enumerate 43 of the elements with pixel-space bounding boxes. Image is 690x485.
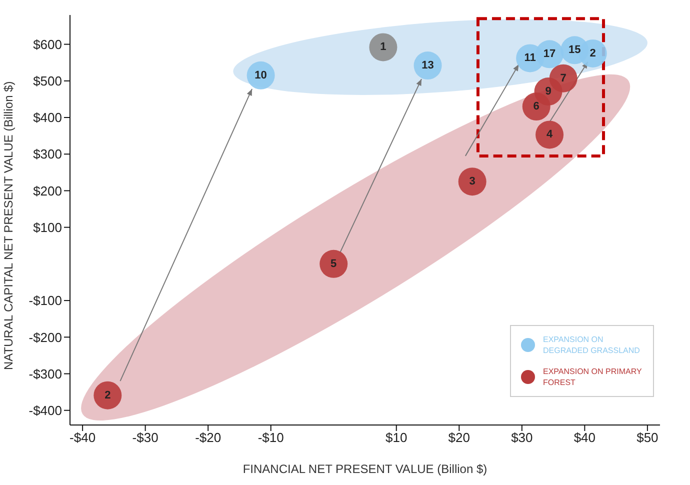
y-tick-label: $200	[33, 183, 62, 198]
legend-label: EXPANSION ON PRIMARY FOREST	[543, 366, 643, 388]
x-tick-label: $10	[386, 430, 408, 446]
x-tick-label: $20	[448, 430, 470, 446]
point	[94, 381, 122, 410]
y-axis-title: NATURAL CAPITAL NET PRESENT VALUE (Billion $)	[1, 81, 16, 370]
y-tick-label: -$100	[28, 293, 62, 308]
annotation: 17	[543, 48, 556, 60]
y-tick-label: $400	[33, 110, 62, 126]
annotation: 11	[524, 52, 536, 64]
x-tick-label: $30	[511, 430, 533, 446]
x-axis-title: FINANCIAL NET PRESENT VALUE (Billion $)	[242, 462, 488, 476]
x-tick-label: -$40	[70, 430, 96, 446]
y-tick-label: -$400	[28, 402, 62, 418]
annotation: 2	[590, 47, 596, 60]
annotation: 3	[469, 176, 476, 188]
point	[536, 120, 564, 149]
annotation: 15	[568, 44, 581, 56]
y-tick-label: -$200	[28, 330, 62, 345]
annotation: 7	[560, 72, 566, 84]
annotation: 1	[380, 41, 386, 54]
y-tick-label: $500	[33, 74, 62, 89]
y-tick-label: $100	[33, 220, 62, 235]
annotation: 6	[533, 100, 540, 113]
annotation: 2	[104, 389, 111, 402]
legend-label: EXPANSION ON DEGRADED GRASSLAND	[543, 334, 641, 356]
annotation: 10	[254, 69, 267, 82]
annotation: 13	[422, 60, 434, 72]
annotation: 9	[545, 86, 552, 98]
point	[578, 39, 607, 68]
annotation: 5	[330, 258, 337, 270]
y-tick-label: $300	[33, 146, 62, 162]
x-tick-label: -$20	[195, 430, 222, 446]
point	[320, 250, 348, 278]
y-tick-label: $600	[33, 36, 62, 52]
x-tick-label: -$10	[258, 430, 284, 446]
point	[458, 168, 486, 196]
x-tick-label: -$30	[132, 430, 158, 446]
x-tick-label: $50	[636, 430, 658, 446]
point	[369, 33, 398, 62]
annotation: 4	[546, 128, 554, 141]
y-tick-label: -$300	[28, 366, 62, 382]
x-tick-label: $40	[574, 430, 596, 446]
